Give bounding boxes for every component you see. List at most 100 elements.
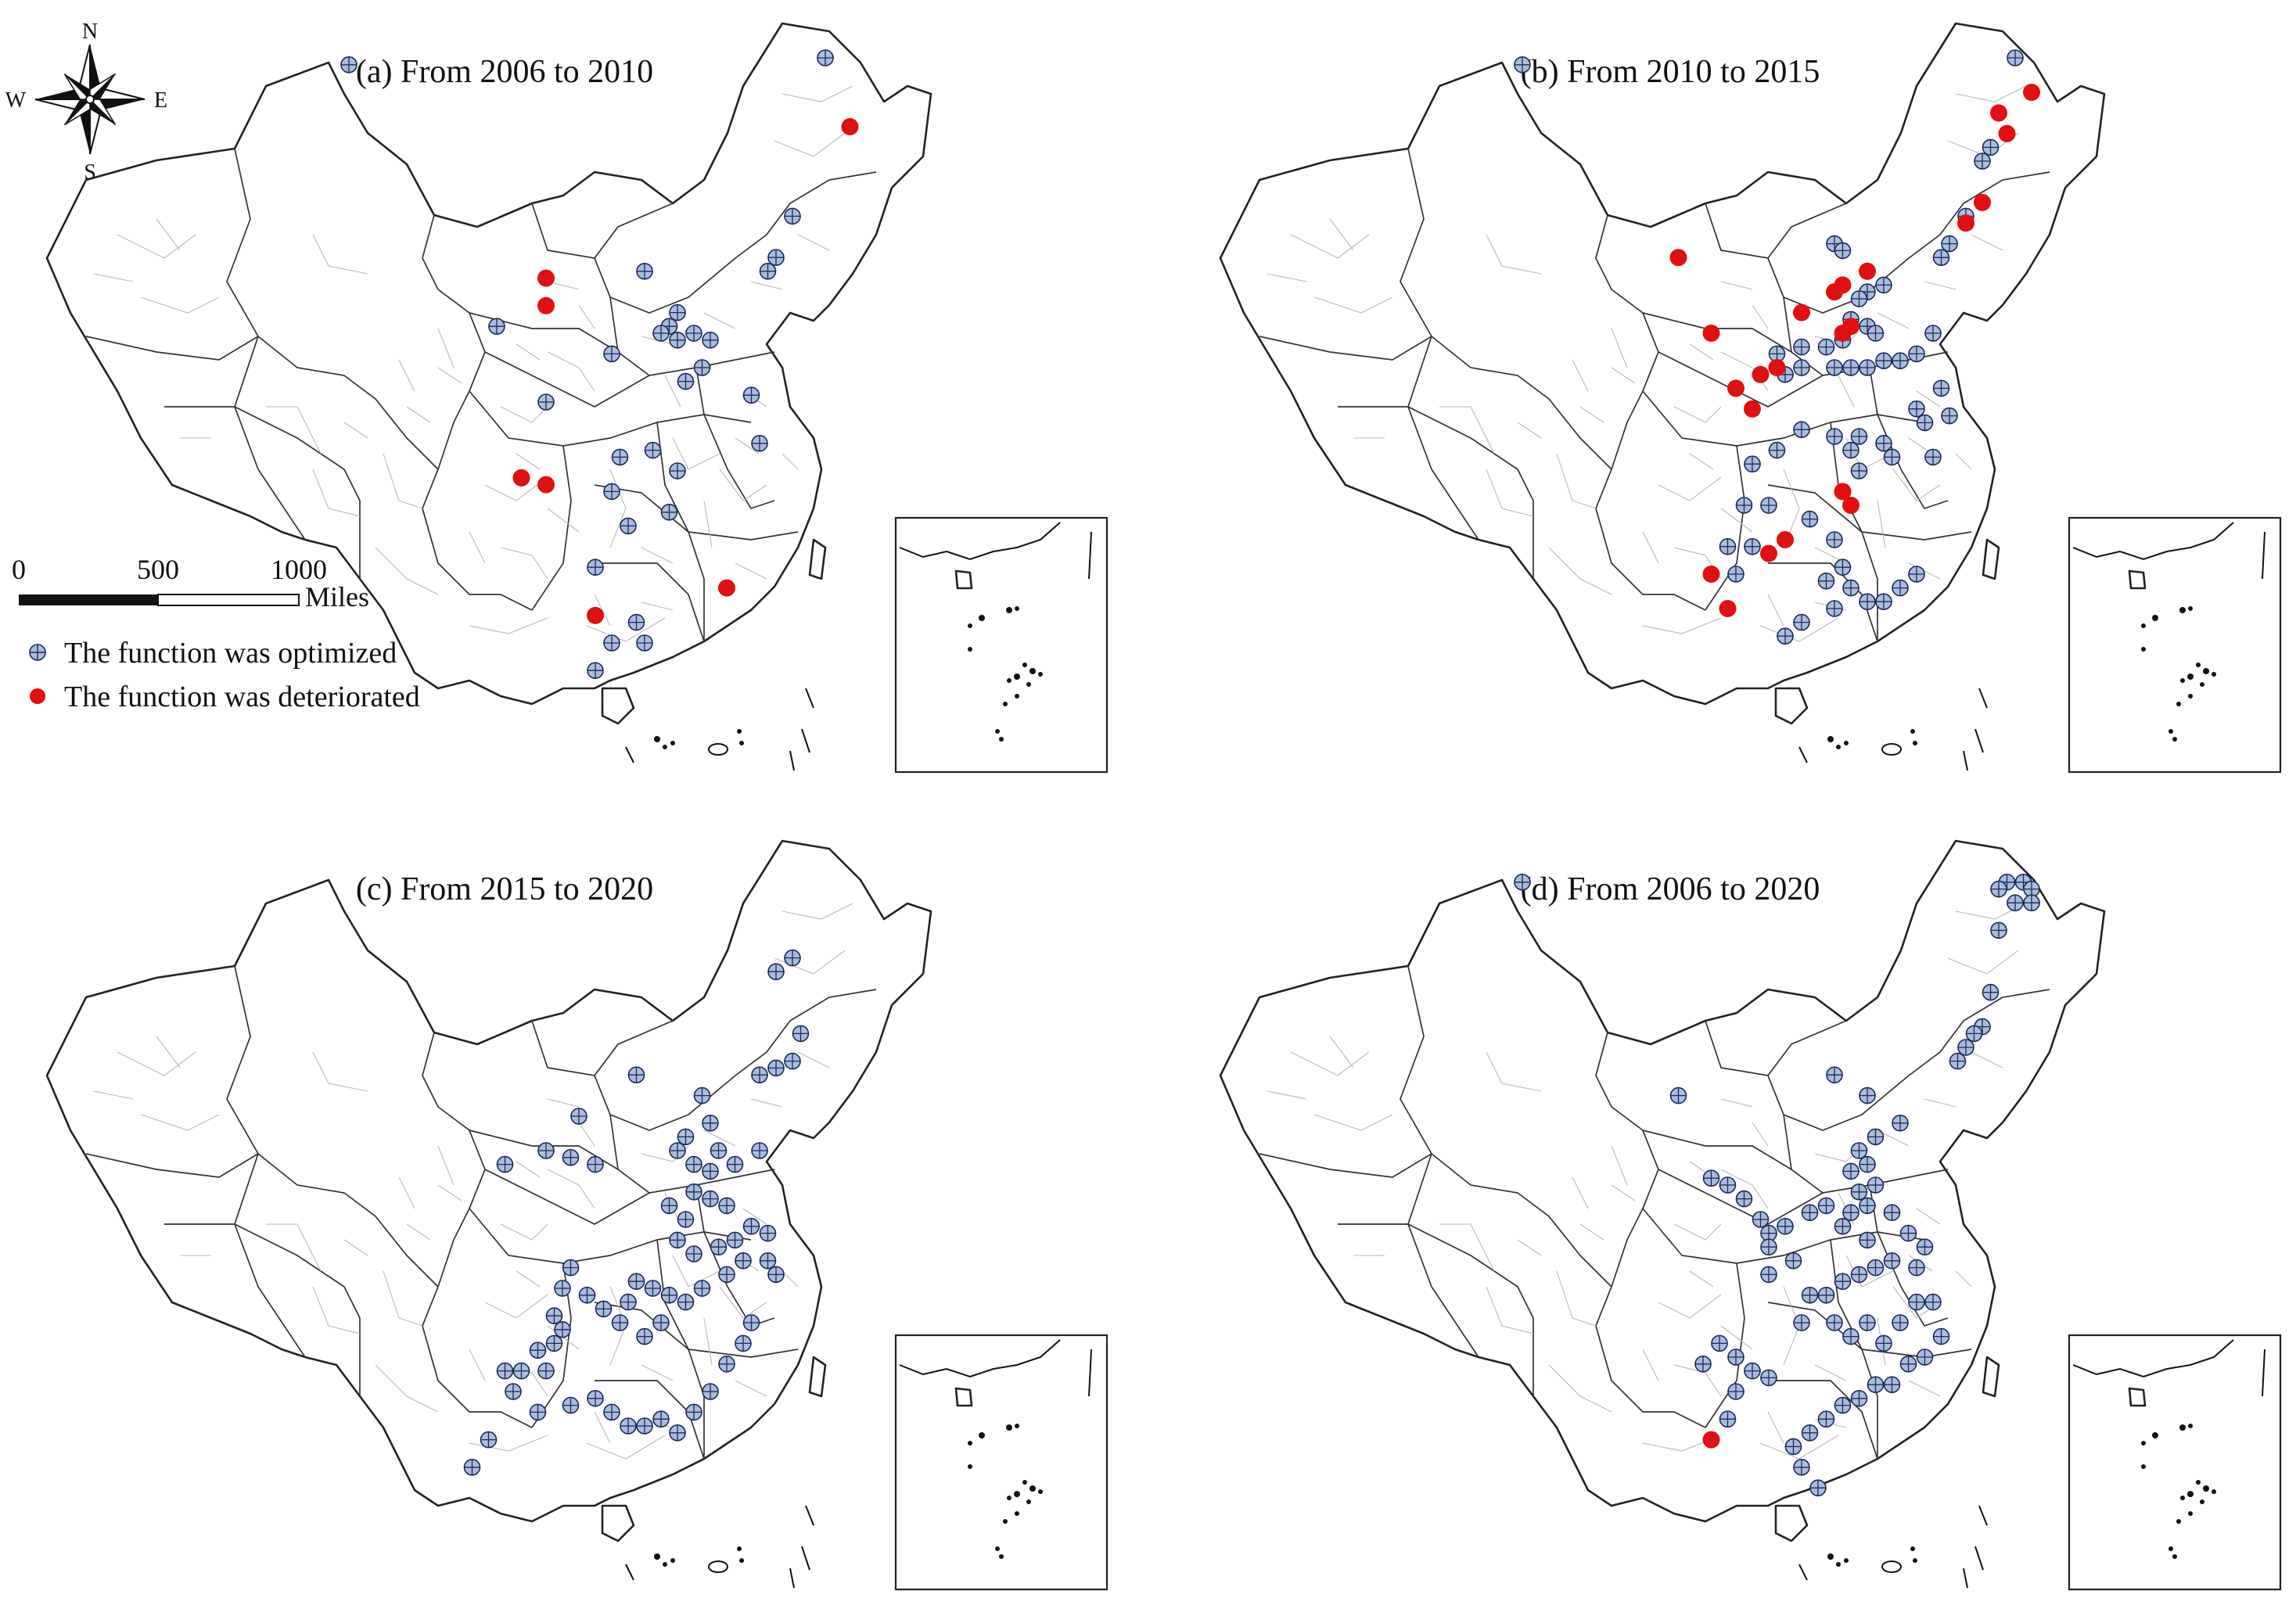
optimized-marker (587, 1389, 604, 1407)
optimized-marker (669, 1231, 686, 1249)
deteriorated-marker (1793, 303, 1810, 321)
optimized-marker (611, 448, 629, 466)
panel-title: (a) From 2006 to 2010 (356, 54, 653, 90)
optimized-marker (1875, 352, 1892, 370)
optimized-marker (1760, 1238, 1777, 1256)
optimized-marker (702, 331, 719, 349)
optimized-marker (742, 386, 760, 404)
deteriorated-marker (1744, 400, 1761, 418)
optimized-marker (1801, 510, 1819, 528)
deteriorated-marker (1669, 249, 1687, 267)
optimized-marker (767, 1059, 785, 1077)
legend-deteriorated-label: The function was deteriorated (64, 681, 420, 713)
optimized-marker (685, 1155, 702, 1173)
optimized-marker (554, 1320, 571, 1338)
optimized-marker (767, 249, 785, 267)
scale-unit-label: Miles (305, 581, 369, 612)
optimized-marker (1727, 1383, 1744, 1400)
optimized-marker (611, 1314, 629, 1331)
deteriorated-marker (1974, 193, 1991, 211)
optimized-marker (627, 1066, 645, 1084)
optimized-marker (1719, 537, 1737, 555)
optimized-marker (1892, 352, 1909, 370)
optimized-marker (1793, 1314, 1810, 1331)
optimized-marker (1859, 1086, 1876, 1104)
optimized-marker (1859, 1314, 1876, 1331)
optimized-marker (529, 1341, 547, 1359)
optimized-marker (1826, 428, 1843, 445)
legend-deteriorated-icon (30, 688, 45, 704)
optimized-marker (1908, 1293, 1925, 1311)
optimized-marker (1826, 1066, 1843, 1084)
optimized-marker (1817, 1410, 1835, 1428)
optimized-marker (529, 1403, 547, 1421)
scale-bar: 0 500 1000 Miles (12, 554, 369, 612)
optimized-marker (587, 662, 604, 680)
optimized-marker (1768, 345, 1786, 363)
optimized-marker (1834, 242, 1852, 260)
optimized-marker (1850, 428, 1868, 445)
optimized-marker (669, 1424, 686, 1442)
optimized-marker (718, 1355, 735, 1373)
deteriorated-marker (587, 606, 604, 624)
deteriorated-marker (1834, 325, 1852, 342)
optimized-marker (702, 1162, 719, 1180)
optimized-marker (1817, 1286, 1835, 1304)
compass-rose-icon: N S E W (5, 20, 168, 185)
deteriorated-marker (1727, 379, 1744, 397)
optimized-marker (1784, 1252, 1802, 1270)
optimized-marker (1702, 1169, 1720, 1187)
optimized-marker (1694, 1355, 1712, 1373)
optimized-marker (710, 1142, 728, 1159)
optimized-marker (463, 1458, 481, 1476)
optimized-marker (660, 1286, 678, 1304)
compass-north-label: N (82, 20, 98, 44)
optimized-marker (1908, 566, 1925, 583)
optimized-marker (1916, 1349, 1934, 1366)
optimized-marker (1793, 1458, 1810, 1476)
optimized-marker (1932, 379, 1950, 397)
deteriorated-marker (841, 118, 859, 135)
optimized-marker (603, 1403, 620, 1421)
optimized-marker (1941, 407, 1958, 425)
optimized-marker (1859, 593, 1876, 611)
optimized-marker (1974, 153, 1991, 170)
optimized-marker (1916, 1238, 1934, 1256)
optimized-marker (1883, 1204, 1901, 1222)
optimized-marker (570, 1108, 587, 1125)
optimized-marker (1932, 249, 1950, 267)
optimized-marker (751, 1142, 768, 1159)
optimized-marker (726, 1155, 744, 1173)
optimized-marker (1859, 1197, 1876, 1215)
deteriorated-marker (1834, 483, 1852, 501)
scale-segment-filled (19, 594, 158, 605)
optimized-marker (587, 1155, 604, 1173)
optimized-marker (702, 1190, 719, 1208)
optimized-marker (1990, 921, 2007, 939)
optimized-marker (1965, 1025, 1983, 1043)
optimized-marker (742, 1314, 760, 1331)
optimized-marker (1867, 1259, 1885, 1277)
optimized-marker (1916, 414, 1934, 432)
legend-optimized-label: The function was optimized (64, 637, 397, 670)
optimized-marker (677, 372, 695, 390)
optimized-marker (1859, 359, 1876, 376)
optimized-marker (660, 503, 678, 521)
optimized-marker (751, 434, 768, 452)
optimized-marker (1826, 1314, 1843, 1331)
optimized-marker (1850, 1266, 1868, 1284)
optimized-marker (784, 207, 801, 225)
deteriorated-marker (1702, 325, 1720, 342)
optimized-marker (1752, 1211, 1770, 1228)
optimized-marker (636, 262, 653, 280)
optimized-marker (545, 1334, 563, 1352)
optimized-marker (488, 318, 505, 336)
deteriorated-marker (1957, 214, 1974, 232)
map-panel-b: (b) From 2010 to 2015 (1219, 22, 2282, 774)
optimized-marker (685, 325, 702, 342)
optimized-marker (562, 1148, 580, 1166)
optimized-marker (693, 1086, 711, 1104)
deteriorated-marker (1777, 531, 1794, 548)
optimized-marker (1834, 558, 1852, 576)
optimized-marker (603, 634, 620, 652)
